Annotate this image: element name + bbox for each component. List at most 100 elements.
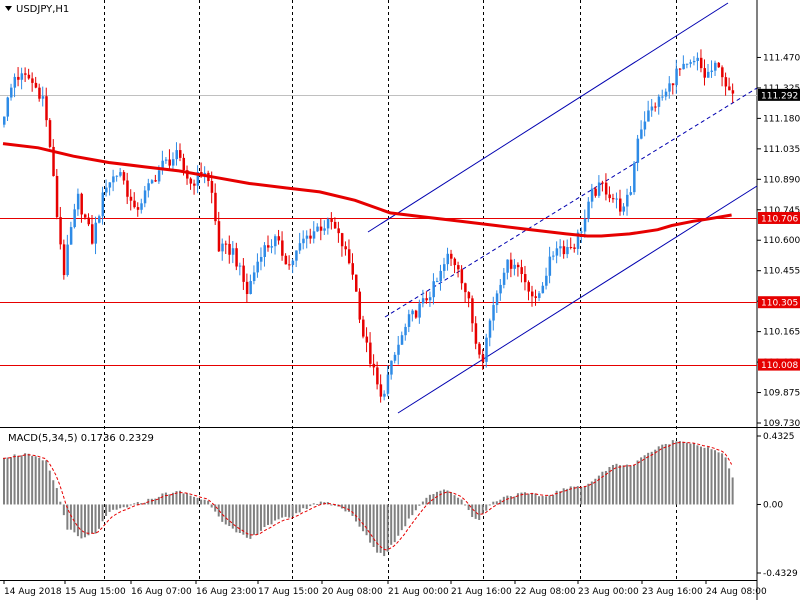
candle-body xyxy=(305,235,309,239)
candle-body xyxy=(224,243,228,245)
candle-body xyxy=(231,248,235,255)
candle-body xyxy=(590,188,594,202)
macd-bar xyxy=(270,504,273,525)
candle-body xyxy=(147,183,150,191)
candle-body xyxy=(629,192,633,195)
macd-bar xyxy=(692,443,695,505)
time-axis: 14 Aug 2018 15 Aug 15:00 16 Aug 07:00 16 Au… xyxy=(3,580,767,597)
macd-bar xyxy=(555,490,558,505)
candle-body xyxy=(664,91,668,97)
macd-bar xyxy=(428,494,431,505)
macd-bar xyxy=(94,504,97,534)
macd-bar xyxy=(488,504,491,506)
price-axis-label: 109.875 xyxy=(763,389,800,399)
candle-body xyxy=(552,255,555,257)
price-tag-label: 110.305 xyxy=(761,299,798,309)
candle-body xyxy=(20,73,24,80)
macd-bar xyxy=(661,444,664,505)
macd-bar xyxy=(83,504,86,538)
candle-body xyxy=(580,231,583,233)
macd-bar xyxy=(55,488,58,505)
macd-bar xyxy=(281,504,284,518)
macd-bar xyxy=(330,504,333,506)
macd-bar xyxy=(108,504,111,512)
macd-bar xyxy=(460,499,463,505)
time-axis-label: 21 Aug 16:00 xyxy=(451,587,512,597)
candle-body xyxy=(460,269,464,284)
candle-body xyxy=(390,360,393,375)
candle-body xyxy=(214,192,217,222)
candle-body xyxy=(365,336,369,343)
macd-bar xyxy=(404,504,407,527)
macd-bar xyxy=(506,495,509,505)
candle-body xyxy=(418,303,421,318)
candle-body xyxy=(492,305,495,321)
macd-bar xyxy=(654,449,657,505)
macd-bar xyxy=(347,504,350,512)
candle-body xyxy=(150,180,154,184)
candle-body xyxy=(238,265,242,267)
macd-bar xyxy=(516,493,519,505)
macd-bar xyxy=(714,450,717,505)
time-axis-label: 23 Aug 00:00 xyxy=(578,587,639,597)
macd-axis-label: 0.00 xyxy=(763,500,783,510)
candle-body xyxy=(41,96,45,99)
macd-bar xyxy=(217,504,220,517)
candle-body xyxy=(143,190,147,204)
macd-bar xyxy=(471,504,474,518)
candle-body xyxy=(252,272,256,282)
candle-body xyxy=(731,90,735,94)
macd-bar xyxy=(52,480,55,505)
candle-body xyxy=(626,194,629,207)
candle-body xyxy=(157,170,161,182)
dropdown-triangle-icon[interactable] xyxy=(5,6,12,11)
macd-bar xyxy=(400,504,403,531)
macd-bar xyxy=(238,504,241,534)
macd-bar xyxy=(59,501,62,505)
candle-body xyxy=(3,116,6,125)
candle-body xyxy=(62,244,66,276)
macd-bar xyxy=(425,497,428,505)
candle-body xyxy=(450,253,453,259)
macd-bar xyxy=(499,499,502,505)
candle-body xyxy=(217,221,221,252)
macd-axis: 0.4325 0.00 -0.4329 xyxy=(757,432,798,579)
candle-body xyxy=(221,243,224,252)
macd-bar xyxy=(224,504,227,525)
macd-bar xyxy=(298,504,301,513)
candlesticks xyxy=(3,49,735,403)
candle-body xyxy=(326,219,330,229)
candle-body xyxy=(506,259,509,273)
macd-bar xyxy=(717,452,720,505)
candle-body xyxy=(707,71,710,78)
macd-bar xyxy=(235,504,238,533)
macd-bar xyxy=(390,504,393,545)
macd-bar xyxy=(91,504,93,534)
macd-bar xyxy=(657,446,660,505)
candle-body xyxy=(611,198,615,200)
time-axis-label: 23 Aug 16:00 xyxy=(642,587,703,597)
candle-body xyxy=(478,343,481,355)
macd-bar xyxy=(682,441,685,505)
macd-bar xyxy=(284,504,287,517)
price-tag-label: 110.706 xyxy=(761,214,798,224)
candle-body xyxy=(196,172,200,186)
macd-bar xyxy=(629,465,632,505)
candle-body xyxy=(31,78,34,83)
candle-body xyxy=(604,182,608,195)
macd-bar xyxy=(520,492,523,505)
macd-bar xyxy=(464,504,467,506)
macd-bar xyxy=(365,504,368,536)
macd-bar xyxy=(664,443,667,505)
candle-body xyxy=(439,270,442,282)
candle-body xyxy=(161,160,164,171)
candle-body xyxy=(703,68,706,78)
macd-bar xyxy=(383,504,386,557)
candle-body xyxy=(323,228,326,231)
candle-body xyxy=(312,231,316,239)
candle-body xyxy=(516,264,520,268)
candle-body xyxy=(724,77,728,87)
candle-body xyxy=(267,245,270,248)
candle-body xyxy=(615,198,618,200)
channel-lower-line xyxy=(397,185,758,414)
